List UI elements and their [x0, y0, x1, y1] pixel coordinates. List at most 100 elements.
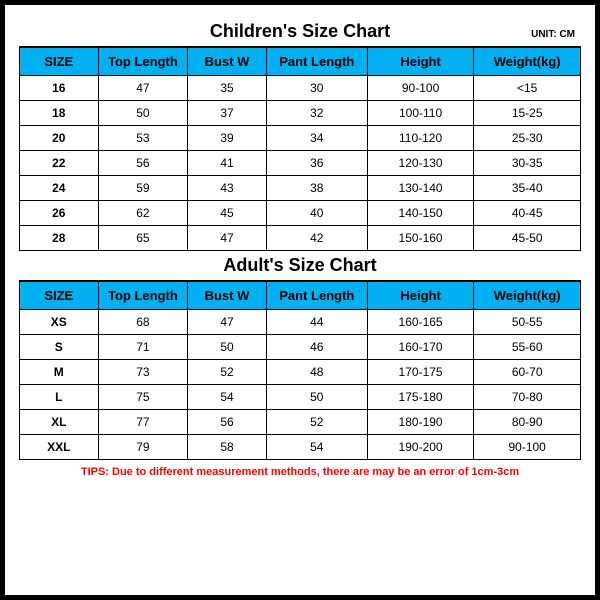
table-cell: 38: [266, 176, 367, 201]
table-cell: 62: [98, 201, 188, 226]
tips-note: TIPS: Due to different measurement metho…: [19, 460, 581, 480]
col-header: Bust W: [188, 48, 267, 76]
children-table: SIZETop LengthBust WPant LengthHeightWei…: [19, 47, 581, 251]
table-cell: 60-70: [474, 360, 581, 385]
table-cell: XXL: [20, 435, 99, 460]
table-cell: 110-120: [367, 126, 474, 151]
table-cell: 18: [20, 101, 99, 126]
table-cell: XL: [20, 410, 99, 435]
table-cell: 30: [266, 76, 367, 101]
table-cell: 48: [266, 360, 367, 385]
table-cell: 20: [20, 126, 99, 151]
table-cell: 50-55: [474, 310, 581, 335]
table-cell: 43: [188, 176, 267, 201]
table-cell: 26: [20, 201, 99, 226]
col-header: Height: [367, 282, 474, 310]
col-header: Pant Length: [266, 282, 367, 310]
table-row: XL775652180-19080-90: [20, 410, 581, 435]
table-cell: 22: [20, 151, 99, 176]
adult-header: SIZETop LengthBust WPant LengthHeightWei…: [20, 282, 581, 310]
col-header: Weight(kg): [474, 48, 581, 76]
table-cell: 79: [98, 435, 188, 460]
table-cell: 37: [188, 101, 267, 126]
adult-title-row: Adult's Size Chart: [19, 250, 581, 281]
table-cell: 25-30: [474, 126, 581, 151]
table-row: M735248170-17560-70: [20, 360, 581, 385]
table-cell: <15: [474, 76, 581, 101]
table-cell: 70-80: [474, 385, 581, 410]
table-cell: 47: [98, 76, 188, 101]
adult-table: SIZETop LengthBust WPant LengthHeightWei…: [19, 281, 581, 460]
table-cell: 42: [266, 226, 367, 251]
size-chart-container: Children's Size Chart UNIT: CM SIZETop L…: [3, 3, 597, 597]
table-cell: 120-130: [367, 151, 474, 176]
table-cell: 175-180: [367, 385, 474, 410]
col-header: SIZE: [20, 282, 99, 310]
table-cell: 71: [98, 335, 188, 360]
col-header: Height: [367, 48, 474, 76]
table-cell: 190-200: [367, 435, 474, 460]
table-row: 24594338130-14035-40: [20, 176, 581, 201]
table-cell: 36: [266, 151, 367, 176]
table-cell: 40: [266, 201, 367, 226]
table-cell: 50: [188, 335, 267, 360]
unit-label: UNIT: CM: [531, 29, 575, 40]
table-cell: 32: [266, 101, 367, 126]
table-cell: 80-90: [474, 410, 581, 435]
table-cell: 180-190: [367, 410, 474, 435]
table-row: S715046160-17055-60: [20, 335, 581, 360]
table-cell: 16: [20, 76, 99, 101]
table-cell: 54: [188, 385, 267, 410]
table-cell: 39: [188, 126, 267, 151]
children-header: SIZETop LengthBust WPant LengthHeightWei…: [20, 48, 581, 76]
adult-body: XS684744160-16550-55S715046160-17055-60M…: [20, 310, 581, 460]
adult-title: Adult's Size Chart: [223, 255, 376, 276]
children-title: Children's Size Chart: [210, 21, 390, 42]
col-header: Pant Length: [266, 48, 367, 76]
col-header: Top Length: [98, 282, 188, 310]
table-cell: 15-25: [474, 101, 581, 126]
table-cell: 52: [188, 360, 267, 385]
table-cell: 50: [98, 101, 188, 126]
col-header: SIZE: [20, 48, 99, 76]
table-cell: 47: [188, 310, 267, 335]
table-cell: 73: [98, 360, 188, 385]
table-cell: 54: [266, 435, 367, 460]
table-cell: 55-60: [474, 335, 581, 360]
table-cell: 56: [188, 410, 267, 435]
table-cell: 90-100: [474, 435, 581, 460]
table-cell: 50: [266, 385, 367, 410]
table-cell: 58: [188, 435, 267, 460]
table-cell: M: [20, 360, 99, 385]
table-row: 28654742150-16045-50: [20, 226, 581, 251]
table-row: L755450175-18070-80: [20, 385, 581, 410]
table-cell: 77: [98, 410, 188, 435]
table-cell: 130-140: [367, 176, 474, 201]
table-cell: 44: [266, 310, 367, 335]
table-cell: 75: [98, 385, 188, 410]
table-cell: 30-35: [474, 151, 581, 176]
table-cell: 28: [20, 226, 99, 251]
table-cell: 35: [188, 76, 267, 101]
table-cell: 52: [266, 410, 367, 435]
table-cell: 56: [98, 151, 188, 176]
table-cell: XS: [20, 310, 99, 335]
table-cell: 41: [188, 151, 267, 176]
table-cell: 46: [266, 335, 367, 360]
children-body: 1647353090-100<1518503732100-11015-25205…: [20, 76, 581, 251]
table-cell: 150-160: [367, 226, 474, 251]
col-header: Weight(kg): [474, 282, 581, 310]
table-cell: 35-40: [474, 176, 581, 201]
table-row: 22564136120-13030-35: [20, 151, 581, 176]
table-cell: 160-170: [367, 335, 474, 360]
table-cell: 90-100: [367, 76, 474, 101]
table-cell: 59: [98, 176, 188, 201]
children-title-row: Children's Size Chart UNIT: CM: [19, 17, 581, 47]
table-cell: 170-175: [367, 360, 474, 385]
table-cell: 45: [188, 201, 267, 226]
table-cell: 53: [98, 126, 188, 151]
table-cell: 65: [98, 226, 188, 251]
table-cell: 45-50: [474, 226, 581, 251]
table-cell: S: [20, 335, 99, 360]
table-cell: 47: [188, 226, 267, 251]
